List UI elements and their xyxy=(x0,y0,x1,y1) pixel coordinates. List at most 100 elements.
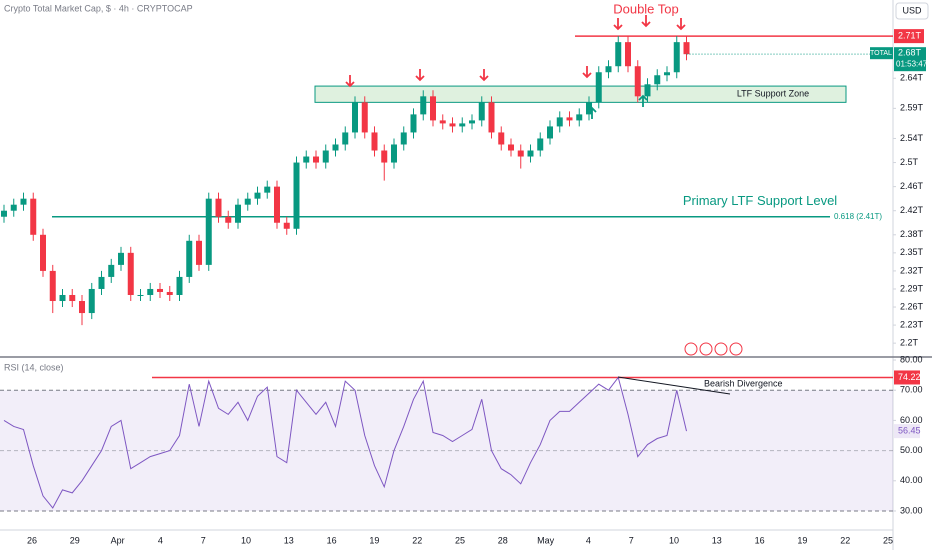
y-tick-label: 2.32T xyxy=(900,265,924,275)
x-tick-label: 26 xyxy=(27,535,37,545)
y-tick-label: 2.35T xyxy=(900,247,924,257)
y-tick-label: 70.00 xyxy=(900,385,923,395)
rsi-last-badge xyxy=(894,424,920,439)
x-tick-label: 4 xyxy=(158,535,163,545)
event-icon[interactable] xyxy=(684,342,698,356)
candle-body xyxy=(342,132,349,145)
x-tick-label: 16 xyxy=(755,535,765,545)
down-arrow xyxy=(582,66,592,79)
candle-body xyxy=(186,240,193,277)
candle-body xyxy=(605,66,612,73)
candle-body xyxy=(40,234,46,271)
last-price-badge xyxy=(894,47,926,72)
y-tick-label: 2.42T xyxy=(900,205,924,215)
resistance-badge xyxy=(894,29,924,44)
candle-body xyxy=(20,198,27,205)
candle-body xyxy=(235,204,241,223)
candle-body xyxy=(586,102,592,115)
candle-body xyxy=(410,114,417,133)
x-tick-label: 22 xyxy=(840,535,850,545)
candle-body xyxy=(381,150,388,163)
event-icons[interactable] xyxy=(684,342,743,356)
x-tick-label: 16 xyxy=(327,535,337,545)
candle-body xyxy=(313,156,319,163)
candle-body xyxy=(420,96,427,115)
divergence-label: Bearish Divergence xyxy=(704,378,783,388)
y-tick-label: 60.00 xyxy=(900,415,923,425)
candle-body xyxy=(283,222,290,229)
candle-body xyxy=(527,150,534,157)
y-tick-label: 2.26T xyxy=(900,301,924,311)
x-tick-label: 19 xyxy=(369,535,379,545)
y-tick-label: 30.00 xyxy=(900,505,923,515)
y-tick-label: 2.64T xyxy=(900,73,924,83)
candle-body xyxy=(459,123,466,127)
candle-body xyxy=(595,72,602,103)
currency[interactable]: USD xyxy=(902,5,922,15)
support-zone xyxy=(314,85,847,103)
candle-body xyxy=(332,144,339,151)
x-tick-label: 4 xyxy=(586,535,591,545)
candle-body xyxy=(10,204,17,211)
candle-body xyxy=(254,192,261,199)
candle-body xyxy=(430,96,436,121)
rsi-last-label: 56.45 xyxy=(898,425,921,435)
candle-body xyxy=(118,252,124,265)
candle-body xyxy=(498,132,505,145)
currency-box[interactable] xyxy=(895,2,929,20)
event-icon[interactable] xyxy=(699,342,713,356)
candle-body xyxy=(322,150,329,163)
x-tick-label: 25 xyxy=(455,535,465,545)
rsi-title: RSI (14, close) xyxy=(4,362,64,372)
y-tick-label: 2.23T xyxy=(900,319,924,329)
candle-body xyxy=(127,252,134,295)
resistance-label: 2.71T xyxy=(898,30,922,40)
last-price-label: 2.68T xyxy=(898,48,922,58)
candle-body xyxy=(664,72,670,76)
x-tick-label: May xyxy=(537,535,555,545)
x-tick-label: 25 xyxy=(883,535,893,545)
event-icon[interactable] xyxy=(729,342,743,356)
candle-body xyxy=(361,102,368,133)
candle-body xyxy=(478,102,485,121)
candle-body xyxy=(176,276,183,295)
candle-body xyxy=(225,216,232,223)
rsi-resistance-label: 74.22 xyxy=(898,372,921,382)
candle-body xyxy=(88,288,95,314)
candle-body xyxy=(391,144,397,163)
candle-body xyxy=(673,42,680,73)
candle-body xyxy=(566,117,573,121)
x-tick-label: 28 xyxy=(498,535,508,545)
x-tick-label: 10 xyxy=(241,535,251,545)
event-icon[interactable] xyxy=(714,342,728,356)
candle-body xyxy=(439,120,446,124)
x-tick-label: 29 xyxy=(70,535,80,545)
y-tick-label: 2.54T xyxy=(900,133,924,143)
candle-body xyxy=(49,270,56,302)
down-arrow xyxy=(415,69,425,82)
x-tick-label: 13 xyxy=(284,535,294,545)
candle-body xyxy=(634,66,641,97)
candle-body xyxy=(166,291,173,295)
countdown: 01:53:47 xyxy=(896,59,928,68)
candle-body xyxy=(293,162,300,229)
rsi-line xyxy=(3,376,687,509)
y-tick-label: 50.00 xyxy=(900,445,923,455)
candle-body xyxy=(400,132,407,145)
symbol-badge xyxy=(870,47,893,60)
down-arrow xyxy=(345,75,355,88)
chart-title: Crypto Total Market Cap, $ · 4h · CRYPTO… xyxy=(4,3,193,13)
candle-body xyxy=(576,114,583,121)
candle-body xyxy=(196,240,202,265)
candle-body xyxy=(59,294,66,302)
candle-body xyxy=(137,294,144,296)
candle-body xyxy=(625,42,631,67)
x-tick-label: 7 xyxy=(629,535,634,545)
candle-body xyxy=(274,186,280,223)
double-top-title: Double Top xyxy=(613,1,679,16)
candle-body xyxy=(615,42,622,67)
x-tick-label: 19 xyxy=(797,535,807,545)
x-tick-label: 10 xyxy=(669,535,679,545)
